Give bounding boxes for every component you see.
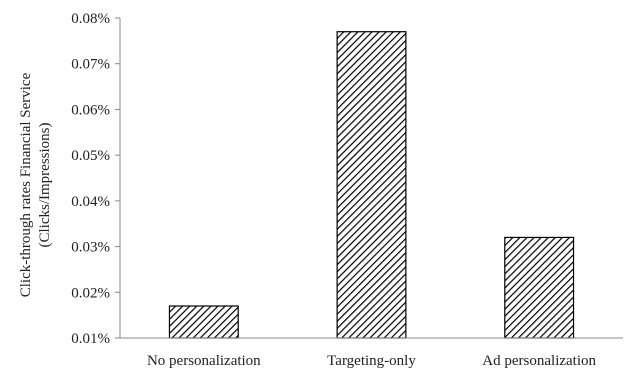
x-tick-label: Targeting-only <box>327 353 416 369</box>
y-tick-label: 0.02% <box>71 285 110 301</box>
bars <box>168 31 575 339</box>
y-tick-label: 0.03% <box>71 240 110 256</box>
bar-targeting-only <box>336 31 407 339</box>
y-tick-label: 0.08% <box>71 11 110 27</box>
y-axis-label-line-1: Click-through rates Financial Service <box>18 72 34 297</box>
y-tick-label: 0.05% <box>71 148 110 164</box>
x-tick-label: Ad personalization <box>482 353 596 369</box>
y-tick-label: 0.06% <box>71 102 110 118</box>
y-axis-label: Click-through rates Financial Service (C… <box>18 72 53 297</box>
bar-ad-personalization <box>504 236 575 339</box>
axes <box>119 18 623 339</box>
bar-no-personalization <box>168 305 239 339</box>
y-axis-label-line-2: (Clicks/Impressions) <box>37 123 53 248</box>
x-axis-labels: No personalization Targeting-only Ad perso… <box>147 353 597 369</box>
y-tick-label: 0.04% <box>71 194 110 210</box>
y-tick-label: 0.01% <box>71 331 110 347</box>
y-tick-label: 0.07% <box>71 57 110 73</box>
x-tick-label: No personalization <box>147 353 261 369</box>
y-axis-ticks: 0.01% 0.02% 0.03% 0.04% 0.05% 0.06% 0.07% 0.08% <box>71 11 120 347</box>
